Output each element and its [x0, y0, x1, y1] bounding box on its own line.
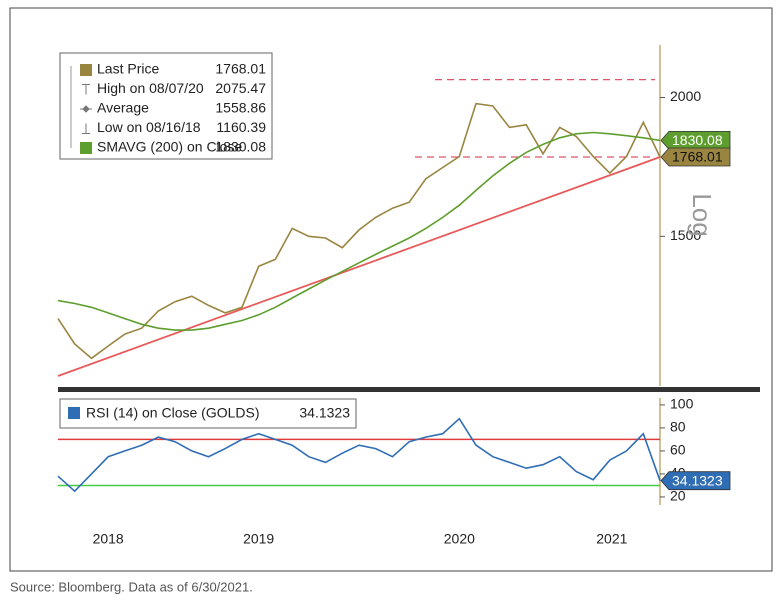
x-tick-label: 2021 — [596, 531, 627, 547]
legend-value: 2075.47 — [215, 80, 266, 96]
legend-swatch — [80, 64, 92, 76]
legend-value: 34.1323 — [299, 405, 350, 421]
legend-swatch — [68, 407, 80, 419]
series-line — [57, 102, 661, 360]
value-tag-label: 1768.01 — [672, 149, 723, 165]
x-tick-label: 2018 — [93, 531, 124, 547]
legend-label: Last Price — [97, 61, 159, 77]
series-line — [57, 417, 661, 493]
legend-label: Average — [97, 100, 149, 116]
legend-label: RSI (14) on Close (GOLDS) — [86, 405, 260, 421]
legend-box — [59, 398, 357, 429]
value-tag — [660, 130, 731, 150]
frame — [9, 7, 773, 572]
legend-icon — [82, 123, 90, 134]
panel-separator — [58, 387, 760, 392]
legend-label: High on 08/07/20 — [97, 80, 204, 96]
legend-label: Low on 08/16/18 — [97, 119, 201, 135]
trend-line — [57, 156, 661, 377]
legend-icon — [80, 105, 92, 113]
legend-swatch — [80, 142, 92, 154]
legend-value: 1768.01 — [215, 61, 266, 77]
legend-icon — [82, 84, 90, 95]
series-line — [57, 131, 661, 331]
value-tag-label: 1830.08 — [672, 132, 723, 148]
y-tick-label: 100 — [670, 396, 694, 412]
y-tick-label: 60 — [670, 442, 686, 458]
y-axis-label: Log — [687, 193, 717, 236]
source-note: Source: Bloomberg. Data as of 6/30/2021. — [10, 579, 253, 594]
legend-box — [59, 52, 273, 160]
legend-label: SMAVG (200) on Close — [97, 139, 242, 155]
x-tick-label: 2020 — [444, 531, 475, 547]
y-tick-label: 1500 — [670, 227, 701, 243]
y-tick-label: 80 — [670, 419, 686, 435]
value-tag — [660, 147, 731, 167]
value-tag-label: 34.1323 — [672, 472, 723, 488]
x-tick-label: 2019 — [243, 531, 274, 547]
legend-value: 1160.39 — [216, 119, 266, 135]
y-tick-label: 2000 — [670, 88, 701, 104]
legend-value: 1830.08 — [215, 139, 266, 155]
legend-value: 1558.86 — [215, 100, 266, 116]
y-tick-label: 20 — [670, 488, 686, 504]
value-tag — [660, 471, 731, 491]
